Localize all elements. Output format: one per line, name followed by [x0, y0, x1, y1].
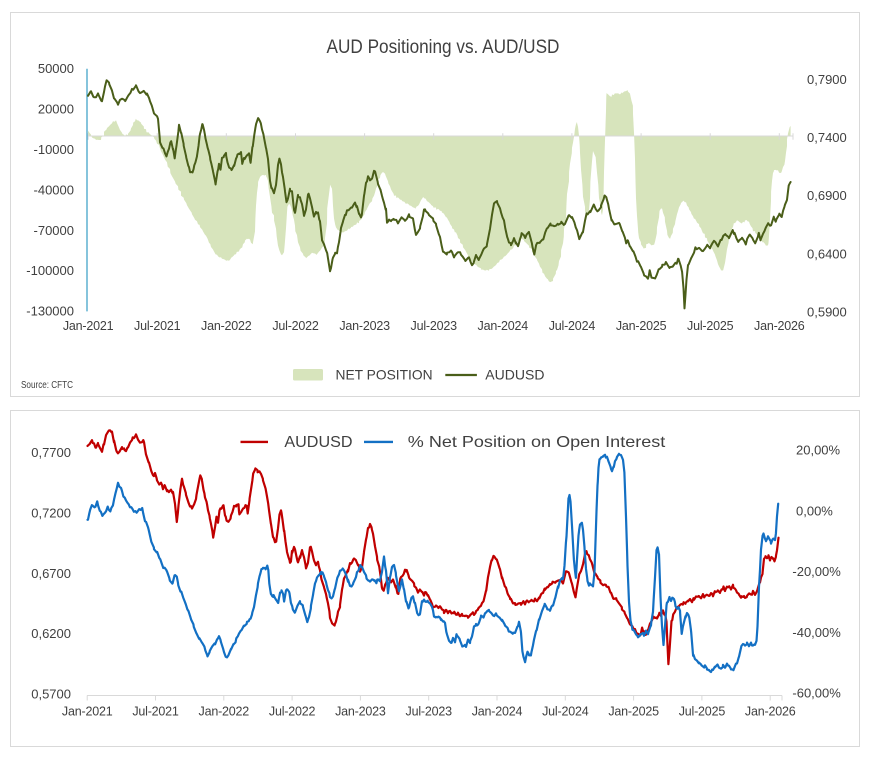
svg-text:Jan-2021: Jan-2021 [63, 319, 114, 333]
svg-text:Jan-2026: Jan-2026 [745, 705, 796, 719]
svg-text:-100000: -100000 [26, 263, 74, 278]
svg-text:Jan-2025: Jan-2025 [608, 705, 659, 719]
svg-text:0,7900: 0,7900 [807, 72, 847, 87]
svg-text:0,7200: 0,7200 [31, 505, 71, 520]
svg-text:0,7700: 0,7700 [31, 445, 71, 460]
svg-text:Jul-2021: Jul-2021 [132, 705, 179, 719]
svg-text:Jul-2024: Jul-2024 [542, 705, 589, 719]
svg-text:Jul-2021: Jul-2021 [134, 319, 181, 333]
svg-text:Jul-2022: Jul-2022 [272, 319, 319, 333]
svg-text:Jan-2025: Jan-2025 [616, 319, 667, 333]
svg-text:0,6200: 0,6200 [31, 626, 71, 641]
svg-text:20,00%: 20,00% [796, 443, 841, 458]
svg-text:Jan-2022: Jan-2022 [201, 319, 252, 333]
svg-text:Jan-2022: Jan-2022 [199, 705, 250, 719]
svg-text:% Net Position on Open Interes: % Net Position on Open Interest [408, 434, 666, 451]
svg-text:NET POSITION: NET POSITION [336, 367, 433, 383]
svg-text:Jan-2021: Jan-2021 [62, 705, 113, 719]
svg-text:Jul-2023: Jul-2023 [406, 705, 453, 719]
svg-text:Jan-2023: Jan-2023 [339, 319, 390, 333]
svg-text:-10000: -10000 [34, 142, 74, 157]
svg-text:-40,00%: -40,00% [792, 625, 841, 640]
svg-text:0,00%: 0,00% [796, 503, 833, 518]
svg-text:Jan-2024: Jan-2024 [472, 705, 523, 719]
svg-text:Jul-2025: Jul-2025 [679, 705, 726, 719]
svg-text:20000: 20000 [38, 102, 74, 117]
svg-text:Jan-2023: Jan-2023 [335, 705, 386, 719]
svg-text:50000: 50000 [38, 61, 74, 76]
svg-text:-60,00%: -60,00% [792, 686, 841, 701]
svg-text:AUD Positioning vs. AUD/USD: AUD Positioning vs. AUD/USD [327, 36, 560, 58]
svg-text:0,5900: 0,5900 [807, 304, 847, 319]
svg-text:AUDUSD: AUDUSD [485, 367, 544, 383]
svg-text:Jul-2023: Jul-2023 [411, 319, 458, 333]
svg-text:AUDUSD: AUDUSD [284, 434, 352, 451]
svg-text:0,6900: 0,6900 [807, 188, 847, 203]
svg-text:Jul-2024: Jul-2024 [549, 319, 596, 333]
svg-text:Jul-2022: Jul-2022 [269, 705, 316, 719]
svg-text:0,5700: 0,5700 [31, 687, 71, 702]
svg-text:0,6700: 0,6700 [31, 566, 71, 581]
svg-text:0,6400: 0,6400 [807, 246, 847, 261]
svg-text:-70000: -70000 [34, 223, 74, 238]
svg-text:Jan-2026: Jan-2026 [754, 319, 805, 333]
svg-text:-40000: -40000 [34, 182, 74, 197]
svg-text:Source: CFTC: Source: CFTC [21, 380, 73, 391]
svg-text:Jul-2025: Jul-2025 [687, 319, 734, 333]
svg-text:-20,00%: -20,00% [792, 564, 841, 579]
svg-text:-130000: -130000 [26, 304, 74, 319]
svg-text:Jan-2024: Jan-2024 [478, 319, 529, 333]
svg-text:0,7400: 0,7400 [807, 130, 847, 145]
